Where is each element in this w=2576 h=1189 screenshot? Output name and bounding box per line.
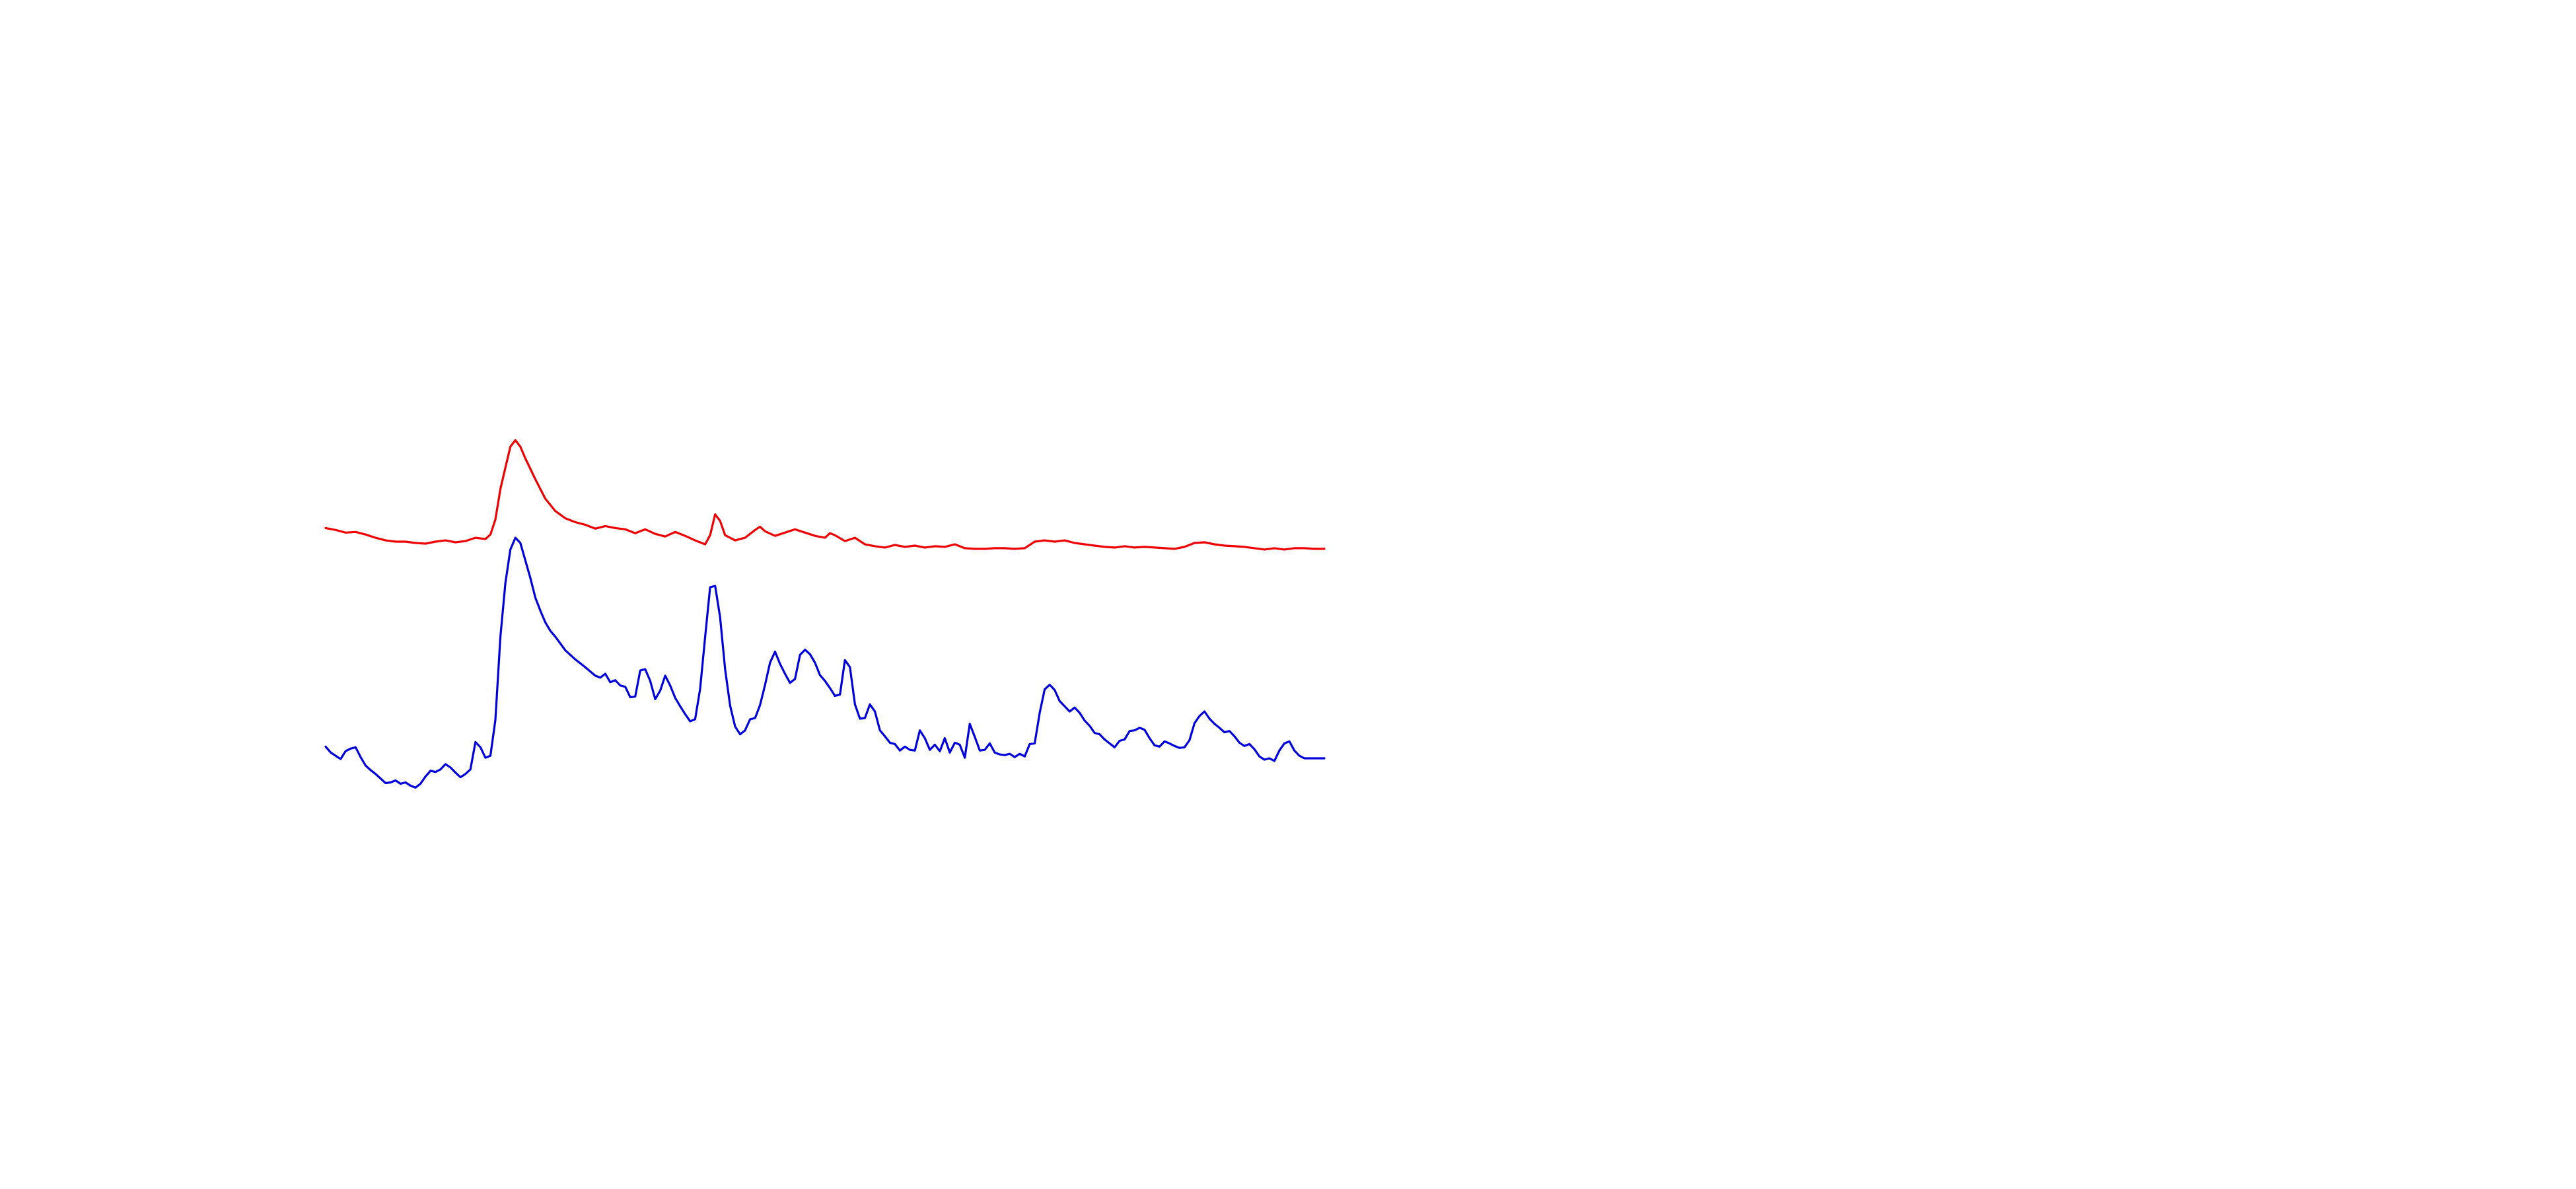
series-line-2 [324, 536, 1326, 789]
series-line-1 [324, 439, 1326, 551]
series-layer [324, 439, 1326, 789]
